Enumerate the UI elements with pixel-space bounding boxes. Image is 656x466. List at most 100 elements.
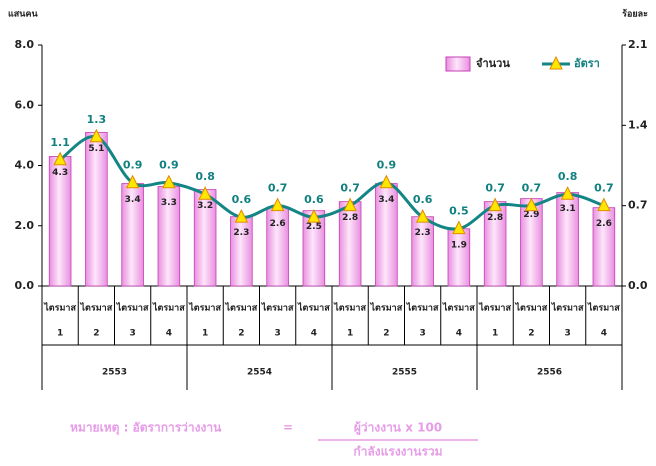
y-tick-label: 8.0 — [15, 38, 35, 51]
x-tick-label: 2 — [383, 329, 389, 339]
rate-value-label: 1.3 — [87, 113, 107, 126]
quarter-label: ไตรมาส — [80, 302, 113, 314]
bar-value-label: 4.3 — [52, 168, 68, 178]
x-tick-label: 1 — [347, 329, 353, 339]
rate-value-label: 0.5 — [449, 205, 469, 218]
rate-value-label: 0.7 — [594, 182, 614, 195]
y-axis-title: แสนคน — [8, 10, 38, 20]
rate-marker — [379, 174, 394, 189]
rate-value-label: 0.7 — [340, 182, 360, 195]
quarter-label: ไตรมาส — [116, 302, 149, 314]
y2-axis-title: ร้อยละ — [622, 9, 648, 20]
legend-marker — [549, 55, 563, 70]
rate-marker — [162, 174, 176, 189]
rate-value-label: 0.9 — [377, 159, 397, 172]
rate-value-label: 0.9 — [159, 159, 179, 172]
quarter-label: ไตรมาส — [478, 302, 511, 314]
rate-value-label: 0.7 — [268, 182, 288, 195]
rate-value-label: 0.9 — [123, 159, 143, 172]
y-tick-label: 6.0 — [15, 98, 35, 111]
bar-value-label: 3.3 — [161, 198, 177, 208]
rate-value-label: 0.6 — [304, 193, 324, 206]
rate-marker — [270, 197, 285, 212]
bar-value-label: 2.5 — [306, 222, 322, 232]
rate-marker — [53, 151, 67, 166]
group-label: 2555 — [392, 368, 417, 378]
rate-value-label: 0.6 — [232, 193, 252, 206]
y2-tick-label: 2.1 — [628, 38, 648, 51]
rate-marker — [234, 209, 249, 223]
quarter-label: ไตรมาส — [297, 302, 330, 314]
x-tick-label: 3 — [564, 329, 570, 339]
bar-value-label: 5.1 — [88, 144, 104, 154]
bar-value-label: 2.8 — [487, 213, 503, 223]
quarter-label: ไตรมาส — [515, 302, 548, 314]
group-label: 2553 — [102, 368, 127, 378]
bar-value-label: 2.8 — [342, 213, 358, 223]
x-tick-label: 2 — [93, 329, 99, 339]
legend-label: อัตรา — [574, 57, 600, 70]
legend-swatch — [445, 56, 471, 72]
x-tick-label: 2 — [528, 329, 534, 339]
quarter-label: ไตรมาส — [333, 302, 366, 314]
x-tick-label: 2 — [238, 329, 244, 339]
quarter-label: ไตรมาส — [442, 302, 475, 314]
group-label: 2554 — [247, 368, 272, 378]
note-label: หมายเหตุ : อัตราการว่างงาน — [70, 421, 222, 436]
rate-marker — [343, 197, 357, 212]
bar-value-label: 3.1 — [560, 204, 576, 214]
legend-label: จำนวน — [476, 57, 510, 70]
bar-value-label: 3.2 — [197, 201, 213, 211]
x-tick-label: 4 — [601, 329, 607, 339]
y-tick-label: 0.0 — [15, 279, 35, 292]
y2-tick-label: 0.0 — [628, 279, 648, 292]
x-tick-label: 1 — [492, 329, 498, 339]
quarter-label: ไตรมาส — [551, 302, 584, 314]
note-numerator: ผู้ว่างงาน x 100 — [354, 421, 442, 436]
quarter-label: ไตรมาส — [370, 302, 403, 314]
bar — [85, 131, 108, 287]
bar-value-label: 1.9 — [451, 240, 467, 250]
rate-value-label: 0.8 — [195, 170, 215, 183]
y-tick-label: 2.0 — [15, 219, 35, 232]
group-label: 2556 — [537, 368, 562, 378]
rate-marker — [125, 174, 140, 189]
x-tick-label: 3 — [129, 329, 135, 339]
quarter-label: ไตรมาส — [225, 302, 258, 314]
rate-marker — [89, 128, 104, 143]
rate-line — [59, 135, 605, 231]
rate-marker — [560, 186, 575, 200]
quarter-label: ไตรมาส — [587, 302, 620, 314]
rate-value-label: 0.6 — [413, 193, 433, 206]
y-tick-label: 4.0 — [15, 159, 35, 172]
quarter-label: ไตรมาส — [188, 302, 221, 314]
quarter-label: ไตรมาส — [261, 302, 294, 314]
bar — [411, 216, 434, 287]
bar — [230, 216, 253, 287]
bar-value-label: 2.6 — [596, 219, 612, 229]
rate-value-label: 0.8 — [558, 170, 578, 183]
note-equals: = — [283, 421, 293, 435]
bar-value-label: 2.3 — [233, 228, 249, 238]
rate-value-label: 0.7 — [485, 182, 505, 195]
x-tick-label: 4 — [311, 329, 317, 339]
bar-value-label: 2.9 — [523, 210, 539, 220]
rate-marker — [307, 209, 321, 223]
bar-value-label: 3.4 — [125, 195, 141, 205]
rate-value-label: 1.1 — [50, 136, 70, 149]
bar-value-label: 2.6 — [270, 219, 286, 229]
rate-marker — [524, 197, 539, 212]
rate-marker — [198, 186, 212, 200]
rate-marker — [452, 220, 466, 235]
quarter-label: ไตรมาส — [152, 302, 185, 314]
x-tick-label: 4 — [456, 329, 462, 339]
rate-marker — [597, 197, 611, 212]
rate-marker — [415, 209, 430, 223]
rate-value-label: 0.7 — [522, 182, 542, 195]
x-tick-label: 3 — [419, 329, 425, 339]
bar-value-label: 2.3 — [415, 228, 431, 238]
quarter-label: ไตรมาส — [43, 302, 76, 314]
y2-tick-label: 1.4 — [628, 118, 648, 131]
note-denominator: กำลังแรงงานรวม — [353, 445, 442, 459]
